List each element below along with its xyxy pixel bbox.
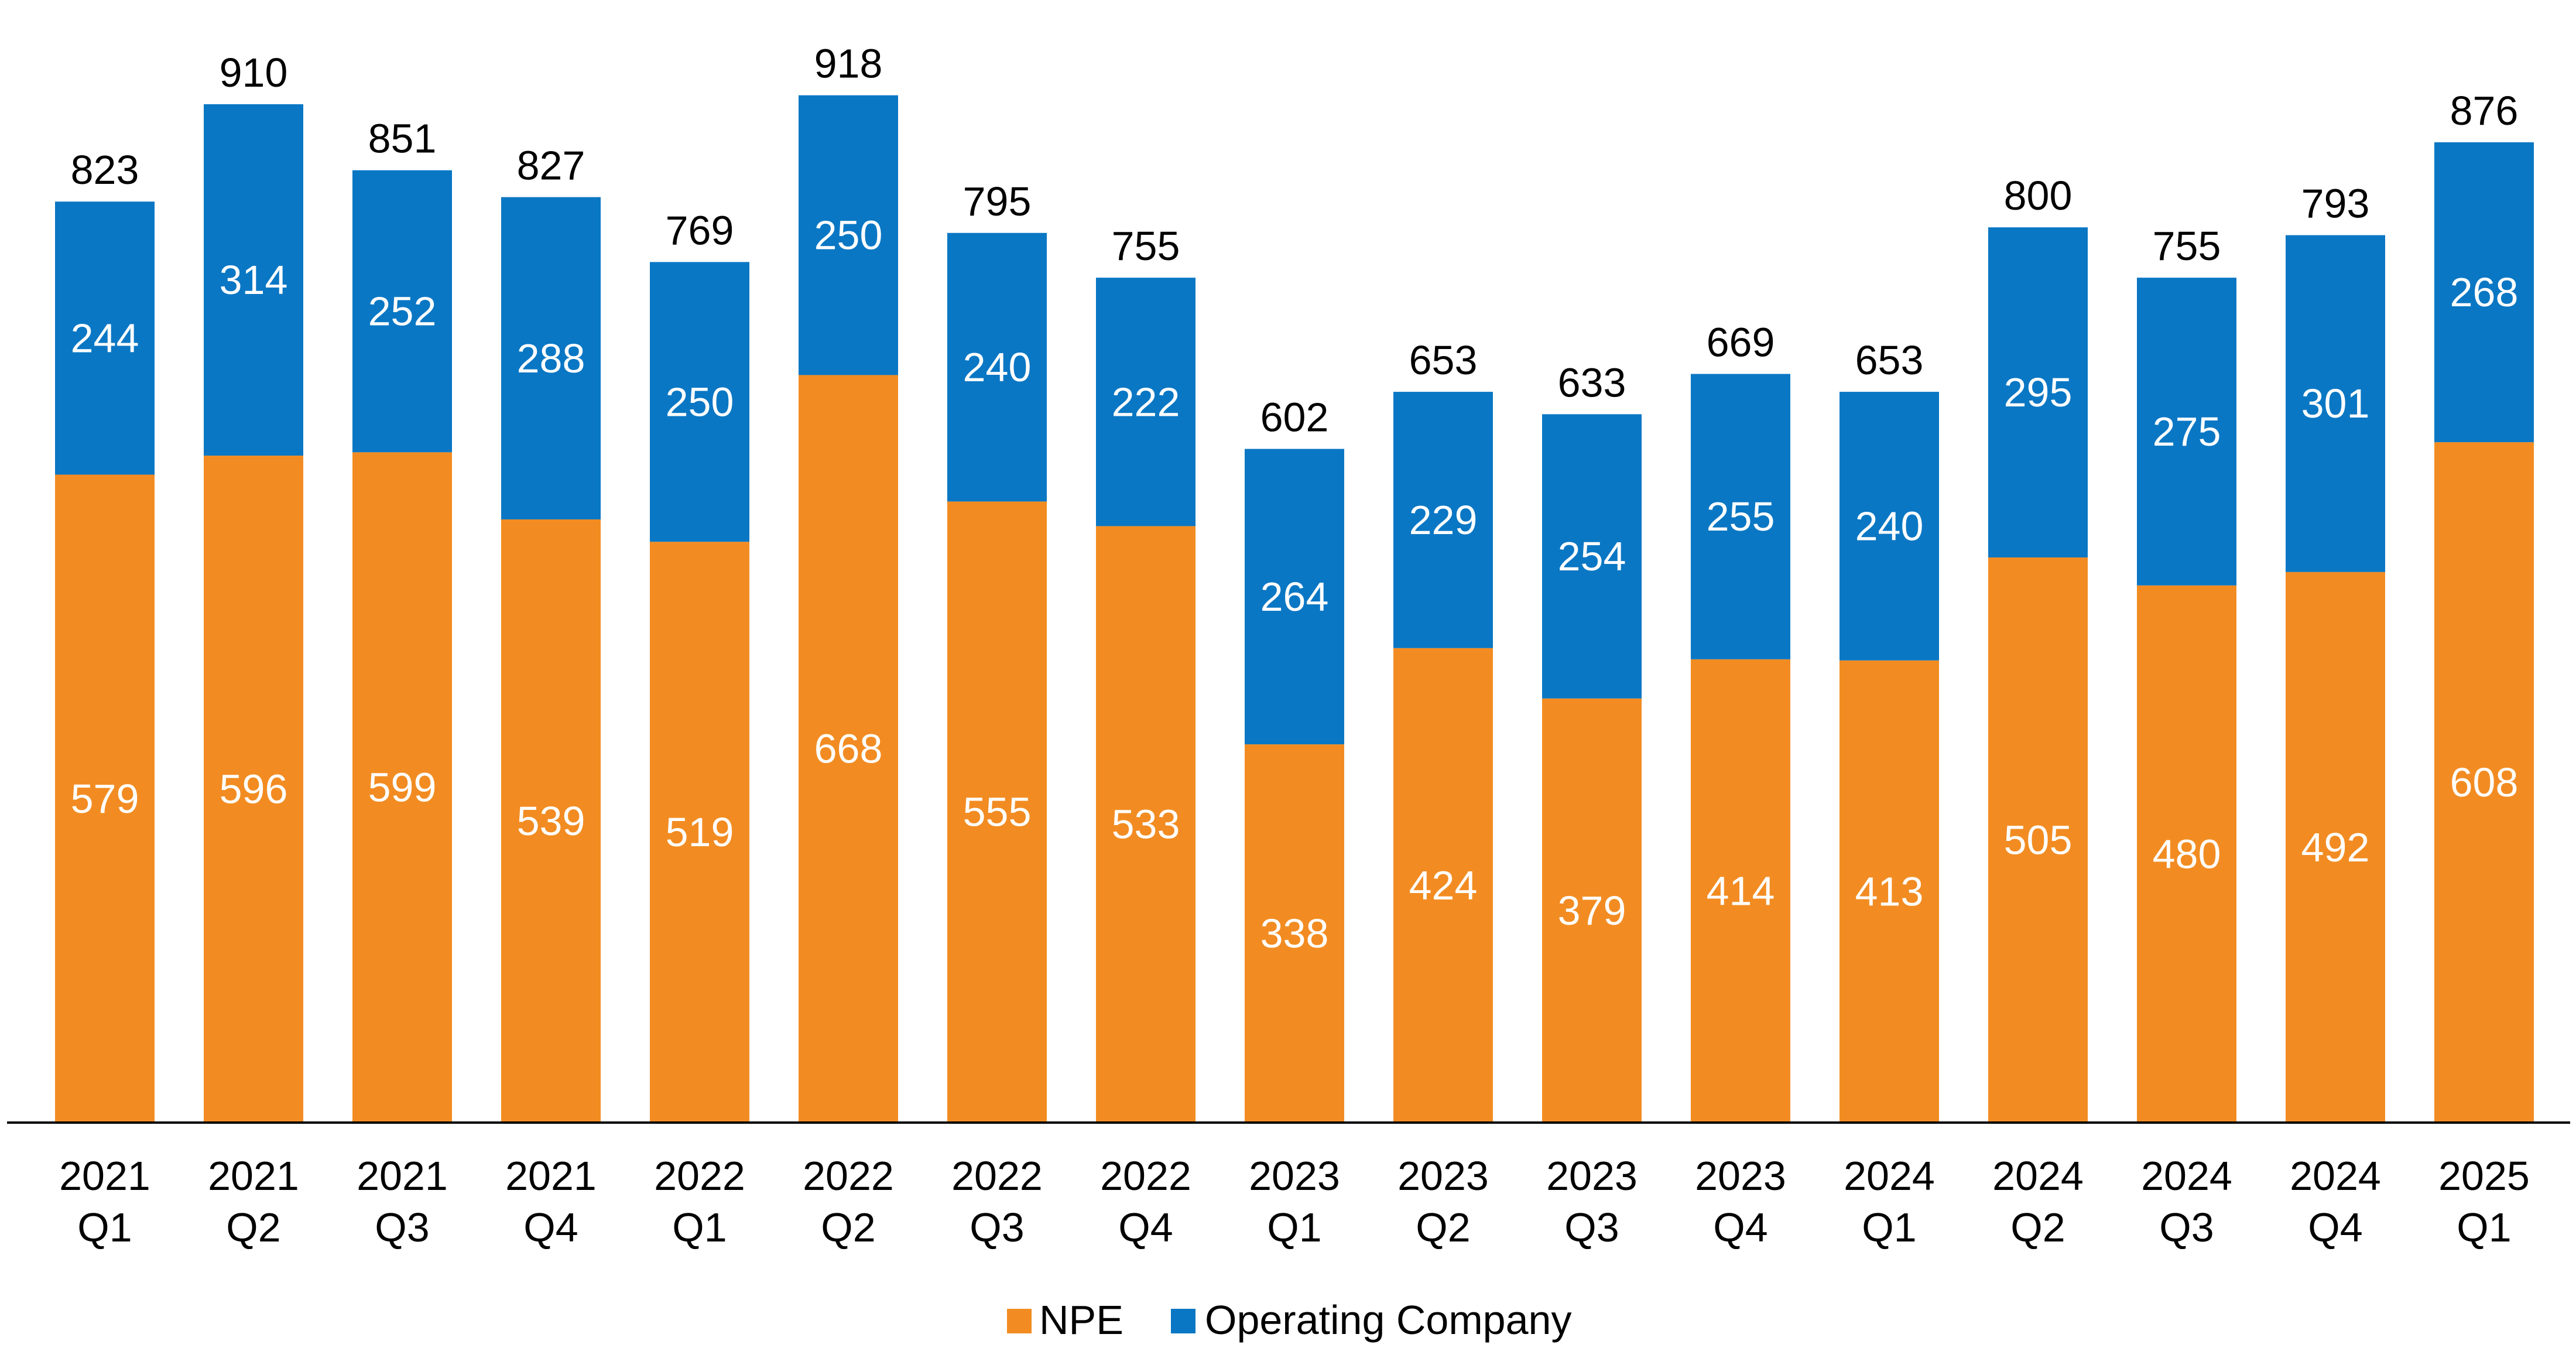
x-tick-label-year: 2023: [1249, 1153, 1340, 1199]
x-tick-label-quarter: Q2: [821, 1205, 875, 1250]
x-tick-label-quarter: Q2: [2010, 1205, 2065, 1250]
data-label-operating-company: 314: [220, 257, 288, 303]
total-label: 823: [71, 147, 139, 193]
total-label: 918: [814, 41, 883, 87]
data-label-npe: 596: [220, 767, 288, 812]
x-tick-label-year: 2021: [357, 1153, 448, 1199]
data-label-npe: 424: [1409, 863, 1478, 908]
total-label: 851: [368, 116, 437, 162]
legend-swatch-operating-company: [1171, 1309, 1195, 1333]
data-label-operating-company: 301: [2301, 381, 2370, 426]
data-label-operating-company: 268: [2450, 269, 2519, 315]
total-label: 755: [1112, 223, 1180, 269]
data-label-operating-company: 250: [666, 379, 734, 425]
x-tick-label-year: 2022: [803, 1153, 894, 1199]
data-label-operating-company: 222: [1112, 379, 1180, 425]
x-tick-label-quarter: Q2: [1416, 1205, 1470, 1250]
data-label-operating-company: 250: [814, 213, 883, 258]
x-tick-label-quarter: Q1: [672, 1205, 727, 1250]
total-label: 602: [1260, 395, 1329, 440]
data-label-npe: 555: [963, 789, 1032, 835]
legend: NPE Operating Company: [1007, 1297, 1571, 1343]
chart-canvas: 579 244 823 596 314 910 599 252 851 539 288 827 519 2…: [0, 0, 2576, 1358]
total-label: 827: [517, 143, 585, 189]
x-tick-label-quarter: Q4: [1118, 1205, 1173, 1250]
data-label-npe: 338: [1260, 911, 1329, 956]
data-label-operating-company: 288: [517, 336, 585, 381]
stacked-bar-chart: 579 244 823 596 314 910 599 252 851 539 288 827 519 2…: [0, 0, 2576, 1358]
x-tick-label-quarter: Q1: [77, 1205, 132, 1250]
x-tick-label-year: 2022: [1100, 1153, 1191, 1199]
x-tick-label-quarter: Q3: [375, 1205, 429, 1250]
total-label: 633: [1558, 360, 1626, 405]
x-tick-label-quarter: Q3: [1564, 1205, 1619, 1250]
data-label-npe: 519: [666, 809, 734, 855]
x-tick-label-quarter: Q2: [226, 1205, 280, 1250]
x-tick-label-year: 2024: [1992, 1153, 2084, 1199]
data-label-operating-company: 240: [963, 344, 1032, 390]
x-tick-label-year: 2021: [59, 1153, 150, 1199]
x-tick-label-quarter: Q1: [1267, 1205, 1321, 1250]
total-label: 910: [220, 50, 288, 95]
data-label-npe: 413: [1855, 868, 1924, 914]
x-tick-label-quarter: Q1: [2457, 1205, 2511, 1250]
data-label-npe: 505: [2004, 817, 2073, 863]
x-tick-label-year: 2021: [505, 1153, 597, 1199]
x-tick-label-year: 2023: [1546, 1153, 1638, 1199]
x-tick-label-year: 2021: [208, 1153, 299, 1199]
total-label: 653: [1855, 337, 1924, 383]
data-label-npe: 492: [2301, 825, 2370, 870]
x-tick-label-quarter: Q3: [970, 1205, 1024, 1250]
x-tick-label-year: 2024: [2290, 1153, 2381, 1199]
x-tick-label-quarter: Q4: [2308, 1205, 2362, 1250]
total-label: 800: [2004, 173, 2073, 218]
data-label-operating-company: 255: [1707, 494, 1775, 539]
legend-swatch-npe: [1007, 1309, 1032, 1333]
data-label-operating-company: 264: [1260, 574, 1329, 620]
x-tick-label-year: 2024: [2141, 1153, 2232, 1199]
x-tick-label-year: 2025: [2438, 1153, 2530, 1199]
data-label-operating-company: 244: [71, 315, 139, 361]
data-label-npe: 668: [814, 726, 883, 772]
x-tick-label-quarter: Q4: [523, 1205, 578, 1250]
total-label: 795: [963, 179, 1032, 224]
legend-label-operating-company: Operating Company: [1205, 1297, 1571, 1343]
data-label-operating-company: 240: [1855, 503, 1924, 549]
data-label-npe: 379: [1558, 888, 1626, 933]
data-label-npe: 414: [1707, 868, 1775, 914]
x-tick-label-year: 2023: [1397, 1153, 1489, 1199]
x-tick-label-quarter: Q3: [2159, 1205, 2214, 1250]
data-label-operating-company: 229: [1409, 497, 1478, 543]
x-axis-tick-labels: 2021 Q1 2021 Q2 2021 Q3 2021 Q4 2022 Q1 2022 Q2 2022…: [59, 1153, 2530, 1250]
x-tick-label-quarter: Q4: [1713, 1205, 1767, 1250]
total-label: 876: [2450, 88, 2519, 134]
data-label-operating-company: 295: [2004, 370, 2073, 415]
data-label-npe: 533: [1112, 802, 1180, 847]
x-tick-label-quarter: Q1: [1862, 1205, 1916, 1250]
x-tick-label-year: 2024: [1844, 1153, 1935, 1199]
data-label-operating-company: 252: [368, 289, 437, 334]
data-label-operating-company: 254: [1558, 533, 1626, 579]
legend-label-npe: NPE: [1039, 1297, 1123, 1343]
x-tick-label-year: 2022: [654, 1153, 745, 1199]
total-label: 653: [1409, 337, 1478, 383]
x-tick-label-year: 2022: [951, 1153, 1043, 1199]
total-label: 669: [1707, 320, 1775, 365]
total-label: 793: [2301, 181, 2370, 227]
total-label: 755: [2153, 223, 2221, 269]
data-label-npe: 579: [71, 776, 139, 822]
data-label-operating-company: 275: [2153, 409, 2221, 454]
data-label-npe: 608: [2450, 760, 2519, 805]
x-tick-label-year: 2023: [1695, 1153, 1786, 1199]
data-label-npe: 480: [2153, 831, 2221, 877]
data-label-npe: 599: [368, 765, 437, 810]
total-label: 769: [666, 207, 734, 253]
data-label-npe: 539: [517, 798, 585, 844]
